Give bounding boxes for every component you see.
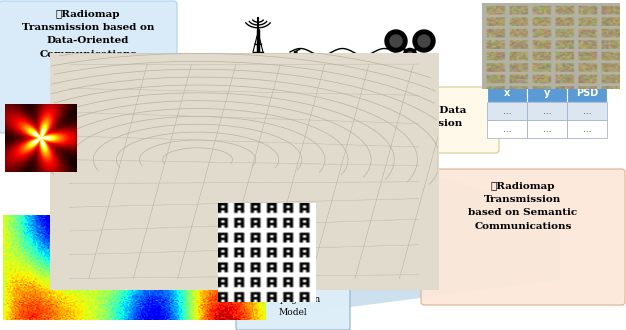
Circle shape bbox=[385, 58, 407, 80]
Text: x: x bbox=[504, 88, 510, 98]
Text: y: y bbox=[544, 88, 550, 98]
Circle shape bbox=[165, 128, 177, 140]
Bar bbox=[567, 120, 607, 138]
Text: ...: ... bbox=[503, 107, 511, 116]
Circle shape bbox=[407, 52, 413, 58]
FancyBboxPatch shape bbox=[243, 128, 273, 152]
Bar bbox=[567, 102, 607, 120]
Circle shape bbox=[390, 63, 402, 75]
Bar bbox=[487, 84, 527, 102]
Circle shape bbox=[165, 100, 177, 112]
Bar bbox=[248, 103, 268, 125]
Polygon shape bbox=[30, 145, 560, 320]
Circle shape bbox=[303, 245, 325, 267]
Circle shape bbox=[178, 114, 192, 127]
Circle shape bbox=[418, 35, 430, 47]
FancyBboxPatch shape bbox=[0, 1, 177, 133]
Text: PSD: PSD bbox=[576, 88, 598, 98]
Circle shape bbox=[385, 30, 407, 52]
Circle shape bbox=[275, 217, 297, 239]
Text: ④Radiomap
Transmission
based on Semantic
Communications: ④Radiomap Transmission based on Semantic… bbox=[468, 182, 578, 231]
Circle shape bbox=[193, 128, 205, 140]
Ellipse shape bbox=[248, 122, 268, 128]
Circle shape bbox=[403, 49, 416, 62]
Text: ...: ... bbox=[543, 107, 552, 116]
Circle shape bbox=[188, 123, 210, 145]
Circle shape bbox=[160, 123, 182, 145]
Bar bbox=[527, 84, 567, 102]
FancyBboxPatch shape bbox=[421, 169, 625, 305]
FancyBboxPatch shape bbox=[236, 276, 350, 330]
Circle shape bbox=[390, 35, 402, 47]
Text: ...: ... bbox=[583, 124, 592, 134]
Circle shape bbox=[160, 95, 182, 117]
Bar bbox=[527, 120, 567, 138]
Text: ...: ... bbox=[583, 107, 592, 116]
Circle shape bbox=[275, 245, 297, 267]
Circle shape bbox=[303, 217, 325, 239]
Ellipse shape bbox=[248, 100, 268, 106]
Bar bbox=[567, 84, 607, 102]
Circle shape bbox=[413, 30, 435, 52]
Circle shape bbox=[280, 250, 292, 262]
Circle shape bbox=[413, 58, 435, 80]
Circle shape bbox=[182, 117, 188, 123]
Bar bbox=[487, 102, 527, 120]
Text: ...: ... bbox=[503, 124, 511, 134]
Text: ...: ... bbox=[543, 124, 552, 134]
Bar bbox=[487, 120, 527, 138]
Circle shape bbox=[297, 239, 303, 245]
Circle shape bbox=[308, 222, 320, 234]
FancyBboxPatch shape bbox=[345, 87, 499, 153]
Text: Radio
Propagation
Model: Radio Propagation Model bbox=[265, 283, 321, 317]
Text: ②Radiomap
Transmission based on
Data-Oriented
Communications: ②Radiomap Transmission based on Data-Ori… bbox=[22, 10, 154, 59]
Circle shape bbox=[193, 100, 205, 112]
Circle shape bbox=[418, 63, 430, 75]
Bar bbox=[527, 102, 567, 120]
Text: ①Original Data
Transmission: ①Original Data Transmission bbox=[382, 106, 466, 128]
Circle shape bbox=[308, 250, 320, 262]
Circle shape bbox=[294, 235, 307, 248]
Circle shape bbox=[280, 222, 292, 234]
Circle shape bbox=[188, 95, 210, 117]
